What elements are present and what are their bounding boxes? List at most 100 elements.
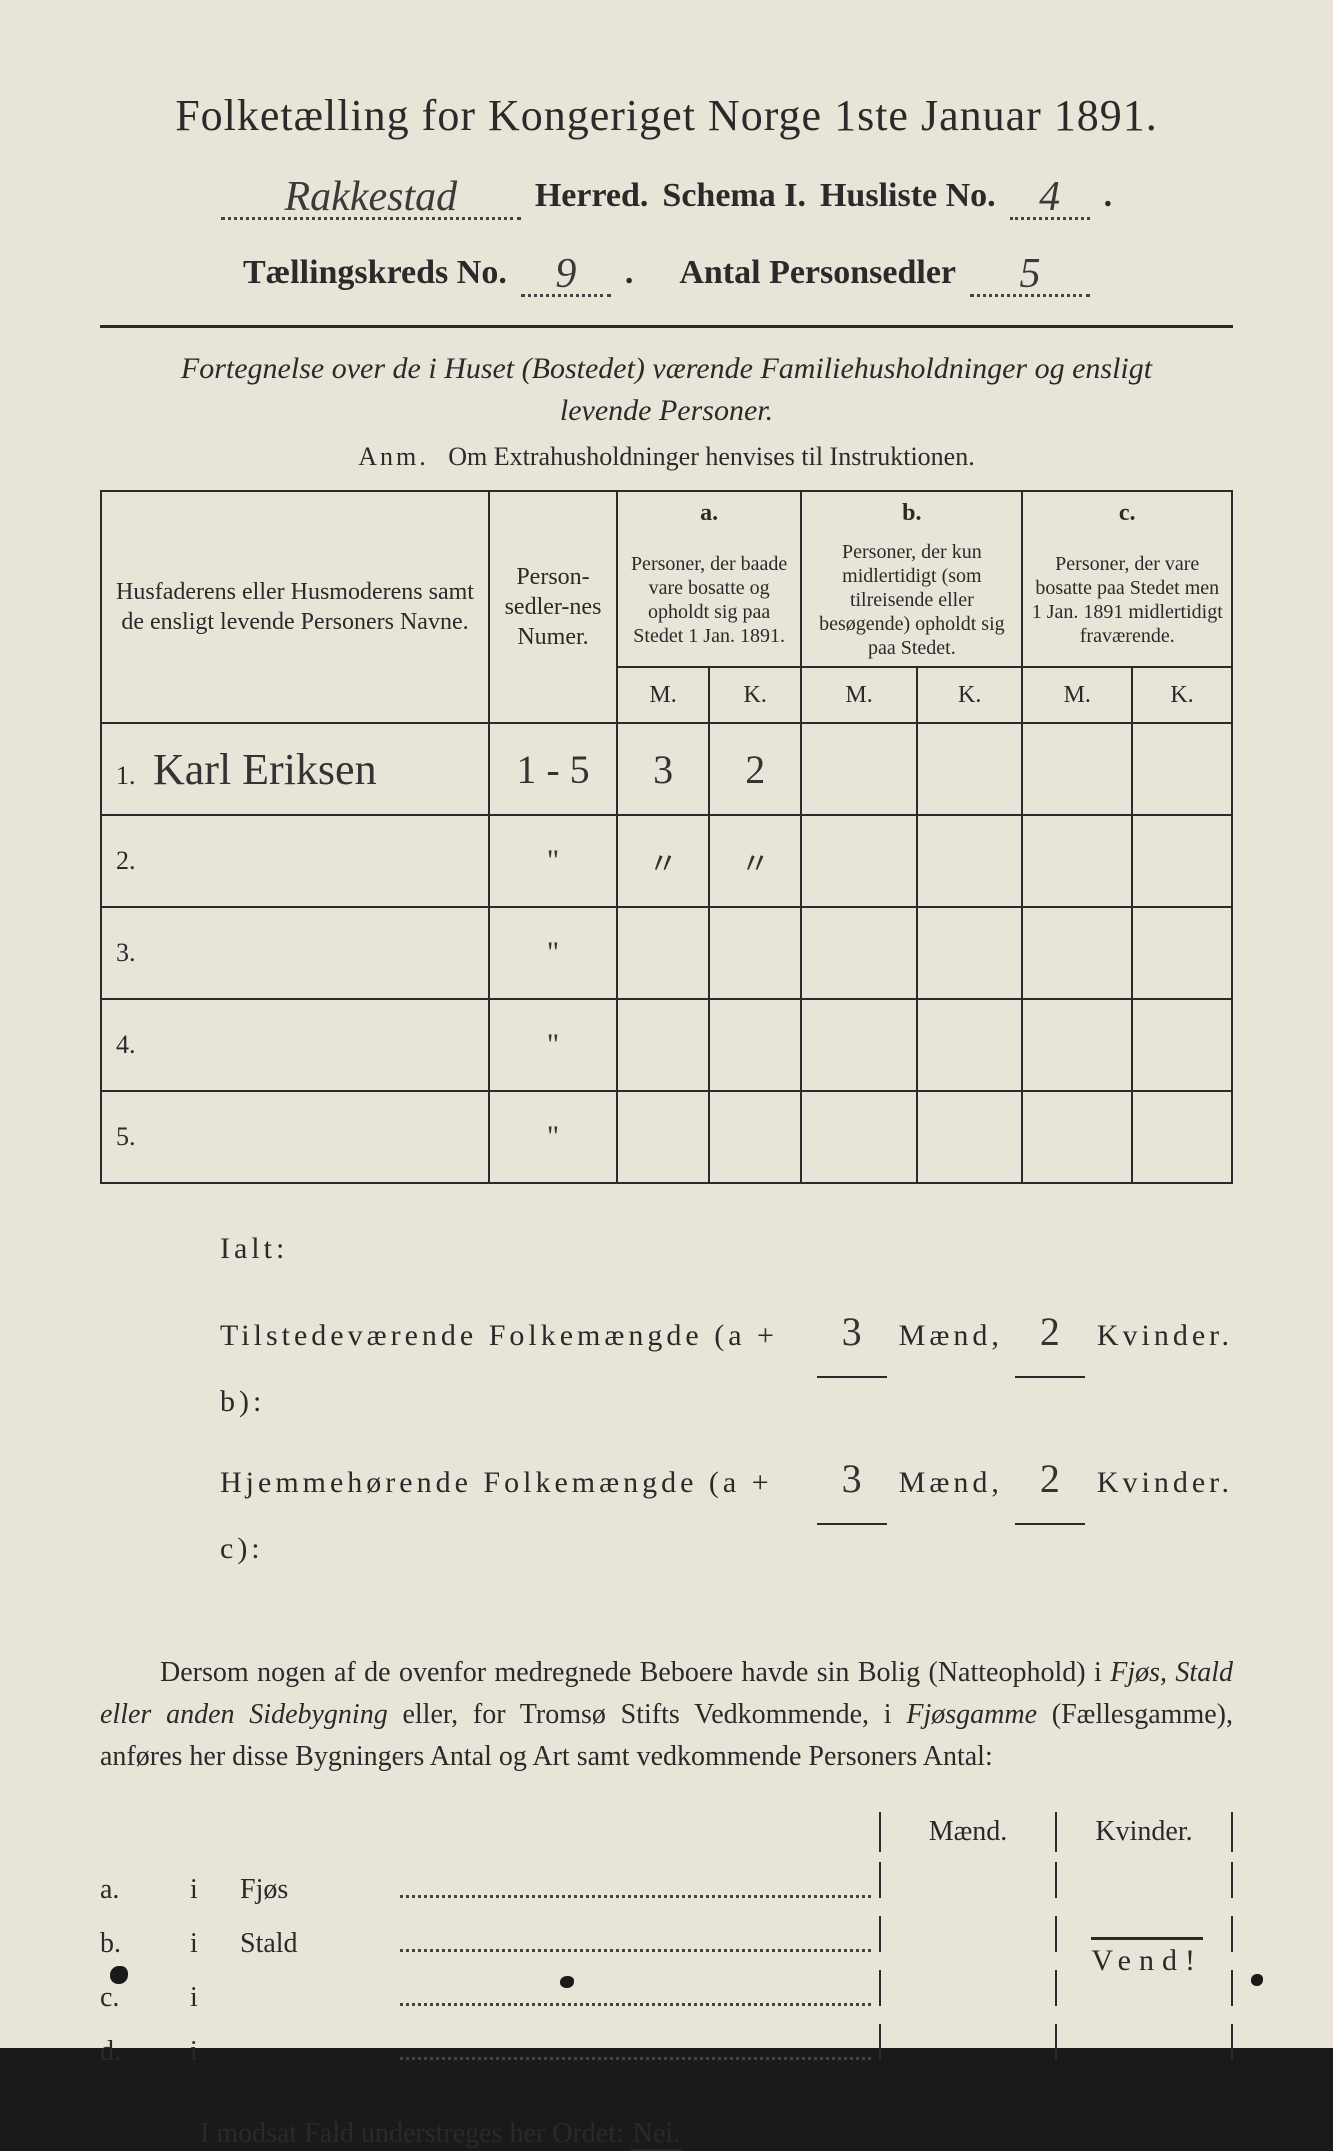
fjos-k-cell [1055,1862,1233,1898]
fjos-maend: Mænd. [879,1812,1055,1852]
col-c-m: M. [1022,667,1132,723]
nei-text: I modsat Fald understreges her Ordet: [200,2118,624,2149]
husliste-dot: . [1104,177,1113,215]
para-t2: eller, for Tromsø Stifts Vedkommende, i [388,1699,907,1730]
cell-value: 1 - 5 [516,747,589,792]
cell-bm [801,815,917,907]
person-name: Karl Eriksen [142,745,377,794]
col-b-m: M. [801,667,917,723]
nei-word: Nei. [631,2118,682,2151]
para-i2: Fjøsgamme [906,1699,1037,1730]
cell-num: 1 - 5 [489,723,617,815]
cell-value: 2 [745,747,765,792]
cell-am [617,999,709,1091]
fjos-m-cell [879,1916,1055,1952]
col-a-letter: a. [700,500,718,526]
header-row-1: Rakkestad Herred. Schema I. Husliste No.… [100,169,1233,220]
cell-ak [709,907,801,999]
sum1-k-field: 2 [1015,1288,1085,1378]
cell-ck [1132,815,1232,907]
fjos-i: i [190,1982,240,2014]
cell-cm [1022,815,1132,907]
fjos-dots [400,1927,871,1952]
fjos-m-cell [879,1970,1055,2006]
kreds-label: Tællingskreds No. [243,254,507,292]
row-number: 1. [116,761,142,791]
col-b-k: K. [917,667,1023,723]
sum2-m-field: 3 [817,1435,887,1525]
cell-cm [1022,1091,1132,1183]
fjos-m-cell [879,2024,1055,2060]
col-c-head: c. [1022,491,1232,534]
cell-num: " [489,907,617,999]
table-row: 1. Karl Eriksen1 - 532 [101,723,1232,815]
name-cell: 3. [101,907,489,999]
schema-label: Schema I. [662,177,806,215]
husliste-field: 4 [1010,169,1090,220]
paragraph: Dersom nogen af de ovenfor medregnede Be… [100,1652,1233,1778]
sum2-k: 2 [1040,1456,1060,1501]
cell-value: 〃 [648,848,678,881]
fjos-dots [400,1981,871,2006]
row-number: 2. [116,846,142,876]
col-c-letter: c. [1119,500,1136,526]
sum1-m-field: 3 [817,1288,887,1378]
name-cell: 2. [101,815,489,907]
cell-value: " [547,936,559,969]
page-title: Folketælling for Kongeriget Norge 1ste J… [100,90,1233,141]
fjos-label: c. [100,1982,190,2014]
cell-num: " [489,999,617,1091]
ink-blot [1251,1974,1263,1986]
fjos-kvinder: Kvinder. [1055,1812,1233,1852]
name-cell: 1. Karl Eriksen [101,723,489,815]
fjos-dots [400,2035,871,2060]
divider [100,325,1233,328]
kreds-field: 9 [521,246,611,297]
cell-ak [709,1091,801,1183]
fjos-cols [879,1862,1233,1898]
cell-ck [1132,1091,1232,1183]
cell-bm [801,1091,917,1183]
anm-label: Anm. [358,442,429,471]
fjos-i: i [190,1928,240,1960]
cell-ck [1132,907,1232,999]
col-a-m: M. [617,667,709,723]
kreds-value: 9 [555,251,576,297]
header-row-2: Tællingskreds No. 9 . Antal Personsedler… [100,246,1233,297]
antal-label: Antal Personsedler [679,254,956,292]
husliste-value: 4 [1039,174,1060,220]
summary-line-1: Tilstedeværende Folkemængde (a + b): 3 M… [220,1288,1233,1435]
para-t1: Dersom nogen af de ovenfor medregnede Be… [160,1657,1110,1688]
herred-value: Rakkestad [285,174,458,220]
ink-blot [560,1976,574,1988]
table-row: 4." [101,999,1232,1091]
cell-bk [917,723,1023,815]
ialt-label: Ialt: [220,1216,1233,1282]
cell-am: 〃 [617,815,709,907]
cell-am [617,1091,709,1183]
main-table: Husfaderens eller Husmoderens samt de en… [100,490,1233,1184]
cell-num: " [489,815,617,907]
cell-value: " [547,844,559,877]
table-row: 5." [101,1091,1232,1183]
nei-line: I modsat Fald understreges her Ordet: Ne… [100,2118,1233,2150]
cell-bk [917,999,1023,1091]
cell-cm [1022,907,1132,999]
cell-num: " [489,1091,617,1183]
ink-blot [110,1966,128,1984]
col-b-head: b. [801,491,1022,534]
cell-value: " [547,1120,559,1153]
table-row: 2."〃〃 [101,815,1232,907]
vend-label: Vend! [1091,1937,1203,1978]
fjos-i: i [190,1874,240,1906]
fjos-label: b. [100,1928,190,1960]
sum2-label: Hjemmehørende Folkemængde (a + c): [220,1450,805,1582]
col-c-desc: Personer, der vare bosatte paa Stedet me… [1022,534,1232,667]
fjos-row: a.iFjøs [100,1862,1233,1906]
col-b-letter: b. [902,500,921,526]
fjos-i: i [190,2036,240,2068]
col-a-head: a. [617,491,801,534]
kreds-dot: . [625,254,634,292]
cell-bk [917,907,1023,999]
fjos-m-cell [879,1862,1055,1898]
